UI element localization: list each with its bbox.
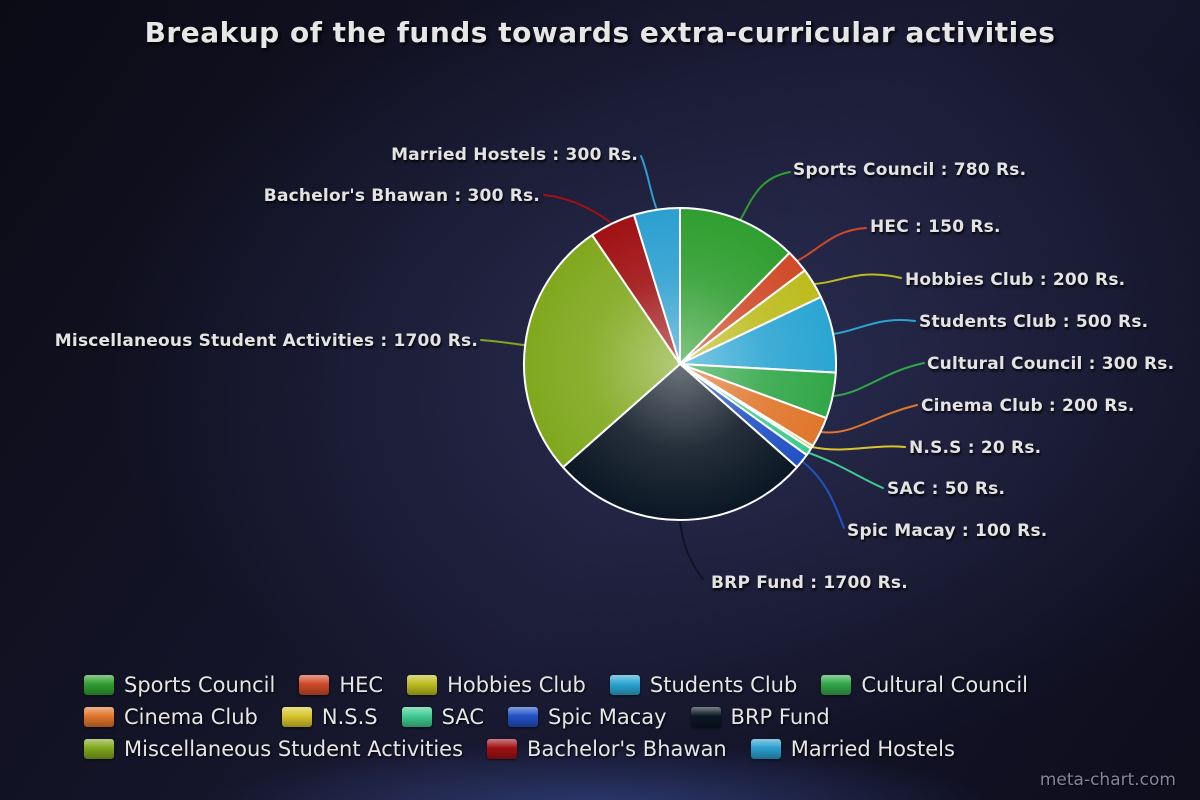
legend-swatch-cultural-council (821, 675, 852, 695)
legend-item-married-hostels[interactable]: Married Hostels (750, 737, 955, 761)
leader-line-hec (796, 227, 867, 262)
legend-label: HEC (339, 673, 384, 697)
legend-item-cultural-council[interactable]: Cultural Council (821, 673, 1028, 697)
pie (522, 206, 838, 522)
legend-label: Hobbies Club (447, 673, 586, 697)
legend-swatch-hec (299, 675, 330, 695)
legend-label: Cultural Council (861, 673, 1029, 697)
leader-line-sac (808, 452, 884, 489)
legend-item-miscellaneous-student-activities[interactable]: Miscellaneous Student Activities (84, 737, 463, 761)
legend-swatch-cinema-club (84, 707, 114, 727)
leader-line-bachelors-bhawan (543, 194, 612, 224)
slice-label-brp-fund: BRP Fund : 1700 Rs. (711, 573, 908, 593)
legend-swatch-married-hostels (750, 739, 781, 759)
leader-line-brp-fund (679, 521, 704, 580)
legend-item-sac[interactable]: SAC (401, 705, 484, 729)
legend-swatch-brp-fund (690, 707, 721, 727)
legend-item-brp-fund[interactable]: BRP Fund (690, 705, 830, 729)
legend-label: Bachelor's Bhawan (527, 737, 727, 761)
slice-label-sports-council: Sports Council : 780 Rs. (793, 160, 1027, 180)
slice-label-sac: SAC : 50 Rs. (887, 479, 1006, 499)
leader-line-married-hostels (640, 155, 658, 211)
legend-swatch-bachelors-bhawan (487, 739, 518, 759)
legend-item-sports-council[interactable]: Sports Council (84, 673, 275, 697)
slice-label-cinema-club: Cinema Club : 200 Rs. (921, 396, 1135, 416)
legend-item-nss[interactable]: N.S.S (281, 705, 378, 729)
leader-line-spic-macay (802, 461, 845, 529)
legend-label: N.S.S (321, 705, 378, 729)
legend-swatch-students-club (609, 675, 640, 695)
slice-label-married-hostels: Married Hostels : 300 Rs. (391, 145, 638, 165)
legend-swatch-nss (281, 707, 312, 727)
legend: Sports Council HEC Hobbies Club Students Cl… (84, 673, 1164, 761)
slice-label-hec: HEC : 150 Rs. (870, 217, 1001, 237)
legend-item-hec[interactable]: HEC (299, 673, 383, 697)
legend-swatch-hobbies-club (407, 675, 438, 695)
legend-label: SAC (441, 705, 484, 729)
watermark: meta-chart.com (1039, 770, 1176, 790)
legend-swatch-sports-council (84, 675, 114, 695)
leader-line-sports-council (738, 171, 791, 223)
leader-line-cultural-council (832, 362, 925, 397)
leader-line-nss (811, 445, 906, 451)
legend-label: Students Club (649, 673, 798, 697)
legend-label: Sports Council (124, 673, 276, 697)
legend-label: Married Hostels (790, 737, 955, 761)
leader-line-miscellaneous (480, 339, 525, 346)
slice-label-nss: N.S.S : 20 Rs. (909, 438, 1042, 458)
slice-label-cultural-council: Cultural Council : 300 Rs. (927, 354, 1175, 374)
legend-swatch-spic-macay (508, 707, 538, 727)
leader-line-students-club (832, 319, 916, 335)
slice-label-bachelors-bhawan: Bachelor's Bhawan : 300 Rs. (263, 186, 540, 206)
legend-label: BRP Fund (730, 705, 830, 729)
legend-swatch-sac (401, 707, 432, 727)
legend-item-spic-macay[interactable]: Spic Macay (508, 705, 667, 729)
leader-line-hobbies-club (813, 273, 902, 285)
slice-label-miscellaneous: Miscellaneous Student Activities : 1700 … (54, 331, 478, 351)
legend-item-hobbies-club[interactable]: Hobbies Club (407, 673, 586, 697)
slice-label-students-club: Students Club : 500 Rs. (919, 312, 1149, 332)
legend-label: Miscellaneous Student Activities (124, 737, 464, 761)
slice-label-spic-macay: Spic Macay : 100 Rs. (847, 521, 1048, 541)
legend-item-cinema-club[interactable]: Cinema Club (84, 705, 258, 729)
chart-title: Breakup of the funds towards extra-curri… (144, 16, 1056, 49)
legend-item-students-club[interactable]: Students Club (609, 673, 798, 697)
leader-line-cinema-club (820, 404, 918, 434)
legend-label: Cinema Club (124, 705, 258, 729)
legend-swatch-miscellaneous-student-activities (84, 739, 114, 759)
legend-label: Spic Macay (548, 705, 667, 729)
legend-item-bachelors-bhawan[interactable]: Bachelor's Bhawan (487, 737, 727, 761)
slice-label-hobbies-club: Hobbies Club : 200 Rs. (905, 270, 1126, 290)
